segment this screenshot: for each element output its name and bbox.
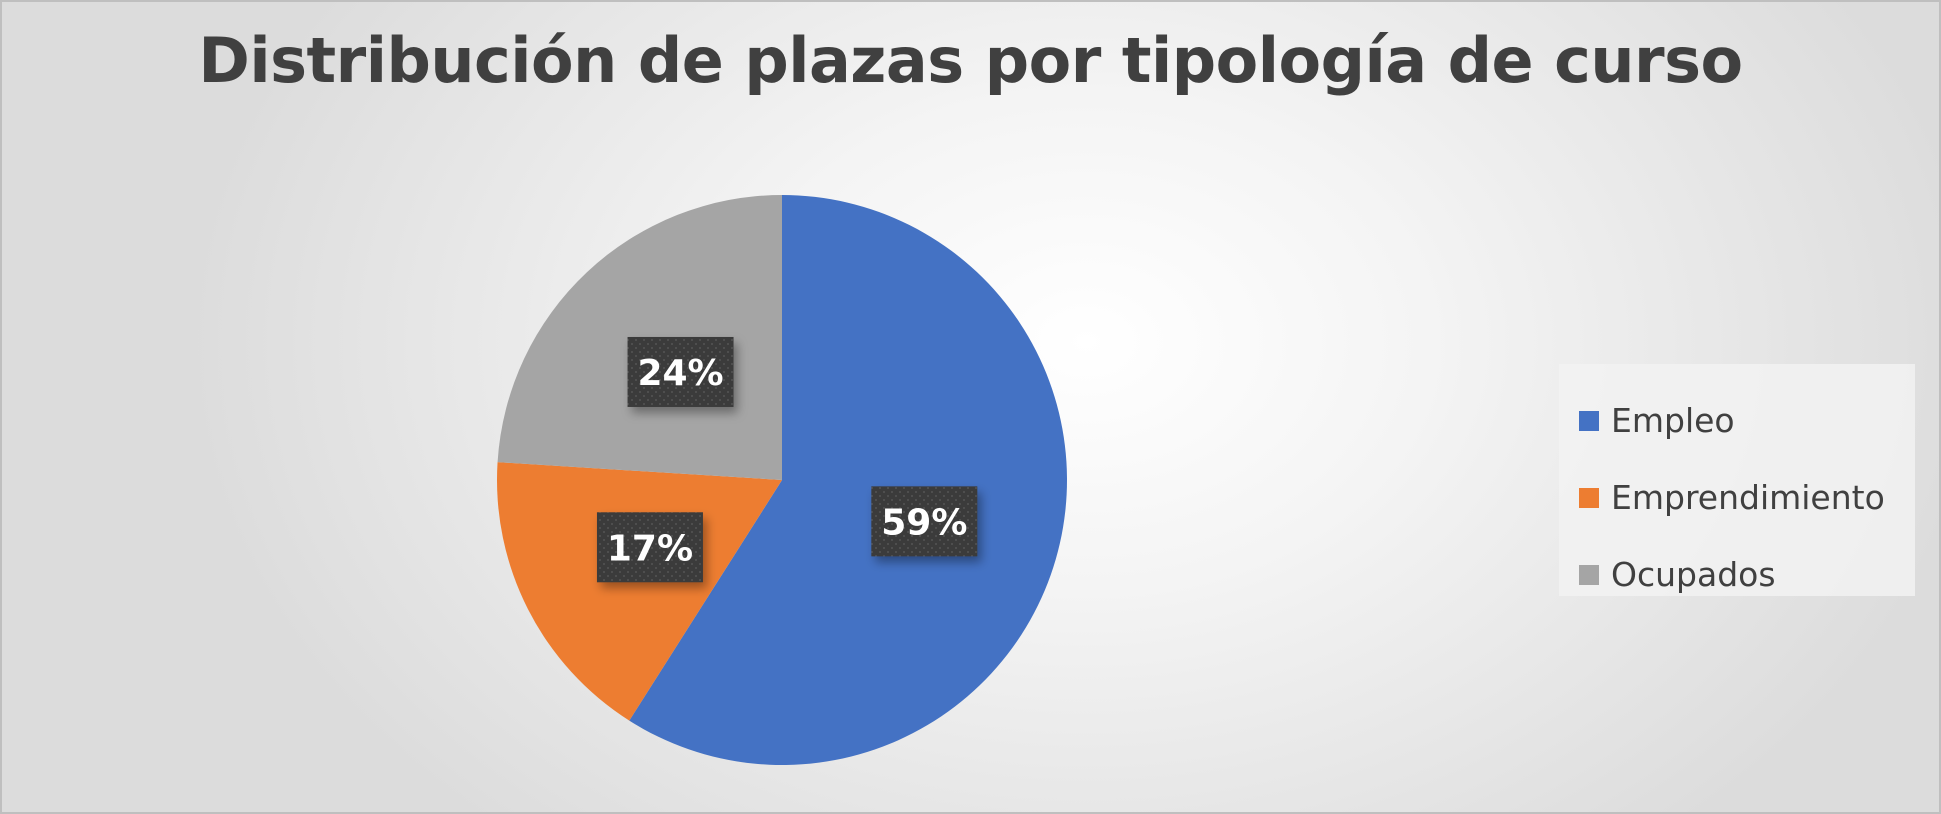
legend-item-ocupados: Ocupados [1559,536,1915,613]
legend-label-ocupados: Ocupados [1611,555,1776,594]
data-label-text-empleo: 59% [881,502,967,543]
data-label-text-ocupados: 24% [637,353,723,394]
legend-item-emprendimiento: Emprendimiento [1559,459,1915,536]
legend-swatch-emprendimiento [1579,488,1599,508]
legend-swatch-ocupados [1579,565,1599,585]
data-label-empleo: 59% [871,486,977,556]
data-label-text-emprendimiento: 17% [607,528,693,569]
legend: Empleo Emprendimiento Ocupados [1559,364,1915,596]
data-label-emprendimiento: 17% [597,512,703,582]
legend-label-emprendimiento: Emprendimiento [1611,478,1885,517]
data-label-ocupados: 24% [628,337,734,407]
legend-item-empleo: Empleo [1559,382,1915,459]
legend-label-empleo: Empleo [1611,401,1735,440]
legend-swatch-empleo [1579,411,1599,431]
